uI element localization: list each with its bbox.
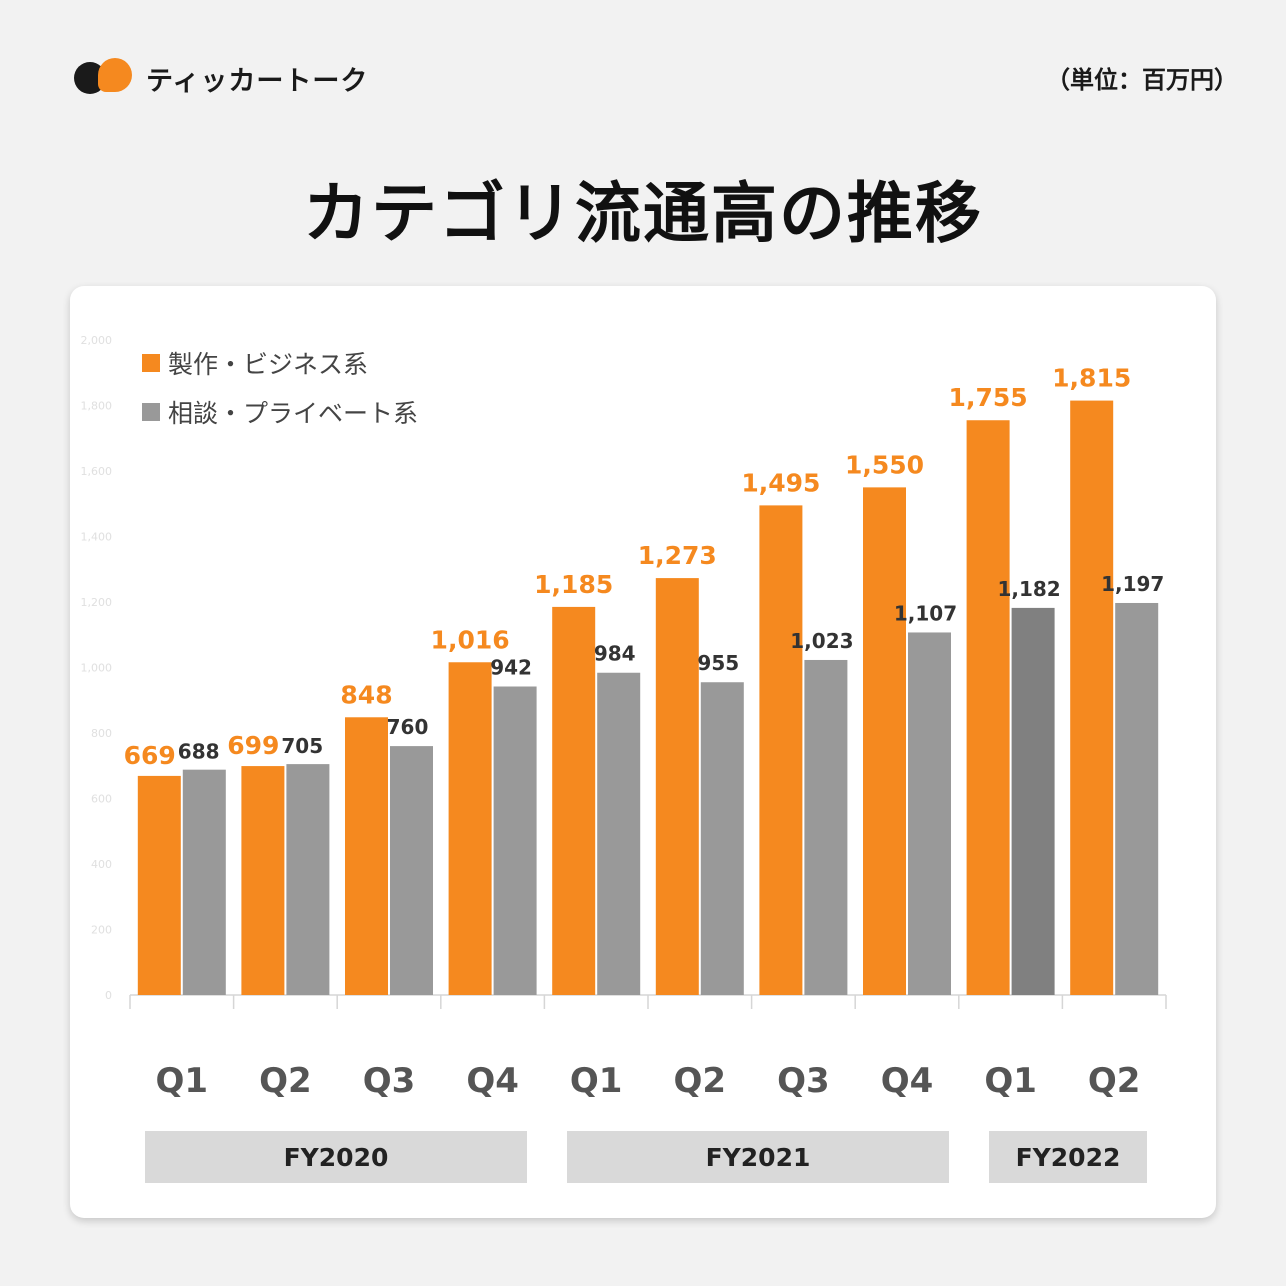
- category-label: Q2: [674, 1061, 727, 1101]
- y-tick-label: 800: [91, 727, 112, 740]
- data-label-private: 984: [594, 642, 636, 666]
- data-label-private: 942: [490, 655, 532, 679]
- bar-business: [448, 662, 492, 995]
- y-tick-label: 0: [105, 989, 112, 1002]
- data-label-business: 1,273: [638, 541, 717, 570]
- bar-business: [1070, 400, 1114, 995]
- y-tick-label: 200: [91, 924, 112, 937]
- bar-private: [493, 686, 537, 995]
- data-label-business: 1,755: [949, 383, 1028, 412]
- data-label-private: 955: [697, 651, 739, 675]
- bar-private: [286, 764, 330, 995]
- legend-label: 相談・プライベート系: [168, 398, 419, 428]
- bar-private: [1115, 602, 1159, 995]
- y-tick-label: 400: [91, 858, 112, 871]
- unit-label: （単位：百万円）: [1046, 66, 1238, 94]
- y-tick-label: 1,800: [81, 400, 113, 413]
- legend-item-private: 相談・プライベート系: [142, 387, 418, 436]
- bar-business: [137, 775, 181, 995]
- data-label-business: 1,016: [431, 625, 510, 654]
- page-title: カテゴリ流通高の推移: [303, 175, 983, 252]
- bar-private: [804, 659, 848, 995]
- bar-business: [241, 766, 285, 995]
- bar-private: [597, 672, 641, 995]
- brand-name: ティッカートーク: [146, 65, 369, 97]
- category-label: Q3: [363, 1061, 416, 1101]
- bar-private: [1011, 607, 1055, 995]
- data-label-private: 760: [387, 715, 429, 739]
- data-label-business: 1,185: [534, 570, 613, 599]
- category-label: Q2: [259, 1061, 312, 1101]
- fy-label-2022: FY2022: [989, 1131, 1147, 1183]
- y-tick-label: 1,400: [81, 531, 113, 544]
- bar-private: [700, 682, 744, 995]
- legend-item-business: 製作・ビジネス系: [142, 338, 418, 387]
- data-label-business: 848: [340, 680, 392, 709]
- data-label-private: 688: [178, 740, 220, 764]
- bar-business: [655, 578, 699, 995]
- bar-chart: 0 200 400 600 800 1,000 1,200 1,400 1,600 1,800 2,…: [81, 334, 1167, 1101]
- category-label: Q2: [1088, 1061, 1141, 1101]
- data-label-business: 699: [227, 731, 279, 760]
- legend-swatch-gray: [142, 402, 160, 421]
- category-label: Q4: [466, 1061, 519, 1101]
- legend: 製作・ビジネス系 相談・プライベート系: [142, 338, 418, 436]
- data-label-private: 705: [281, 734, 323, 758]
- chart-card: 0 200 400 600 800 1,000 1,200 1,400 1,600 1,800 2,…: [70, 286, 1216, 1218]
- data-label-business: 1,815: [1052, 364, 1131, 393]
- logo-icon: [74, 58, 138, 98]
- brand-logo: ティッカートーク: [74, 58, 368, 98]
- fy-label-2021: FY2021: [567, 1131, 949, 1183]
- bar-private: [908, 632, 951, 995]
- y-tick-label: 1,600: [81, 465, 113, 478]
- data-label-business: 1,495: [741, 468, 820, 497]
- bar-business: [552, 606, 596, 995]
- category-label: Q1: [156, 1061, 209, 1101]
- data-label-private: 1,023: [790, 629, 853, 653]
- category-label: Q3: [777, 1061, 830, 1101]
- bar-business: [966, 420, 1010, 995]
- data-label-private: 1,197: [1101, 572, 1164, 596]
- fy-label-2020: FY2020: [145, 1131, 527, 1183]
- category-label: Q1: [570, 1061, 623, 1101]
- bar-private: [390, 746, 433, 995]
- bar-business: [345, 717, 388, 995]
- category-label: Q4: [881, 1061, 934, 1101]
- bar-private: [182, 769, 226, 995]
- bar-business: [759, 505, 803, 995]
- legend-label: 製作・ビジネス系: [168, 349, 369, 379]
- data-label-private: 1,107: [894, 601, 957, 625]
- legend-swatch-orange: [142, 353, 160, 372]
- data-label-business: 1,550: [845, 450, 924, 479]
- bar-business: [863, 487, 906, 995]
- y-tick-label: 1,200: [81, 596, 113, 609]
- y-tick-label: 2,000: [81, 334, 113, 347]
- y-tick-label: 600: [91, 793, 112, 806]
- category-label: Q1: [984, 1061, 1037, 1101]
- data-label-private: 1,182: [997, 577, 1060, 601]
- y-tick-label: 1,000: [81, 662, 113, 675]
- data-label-business: 669: [124, 741, 176, 770]
